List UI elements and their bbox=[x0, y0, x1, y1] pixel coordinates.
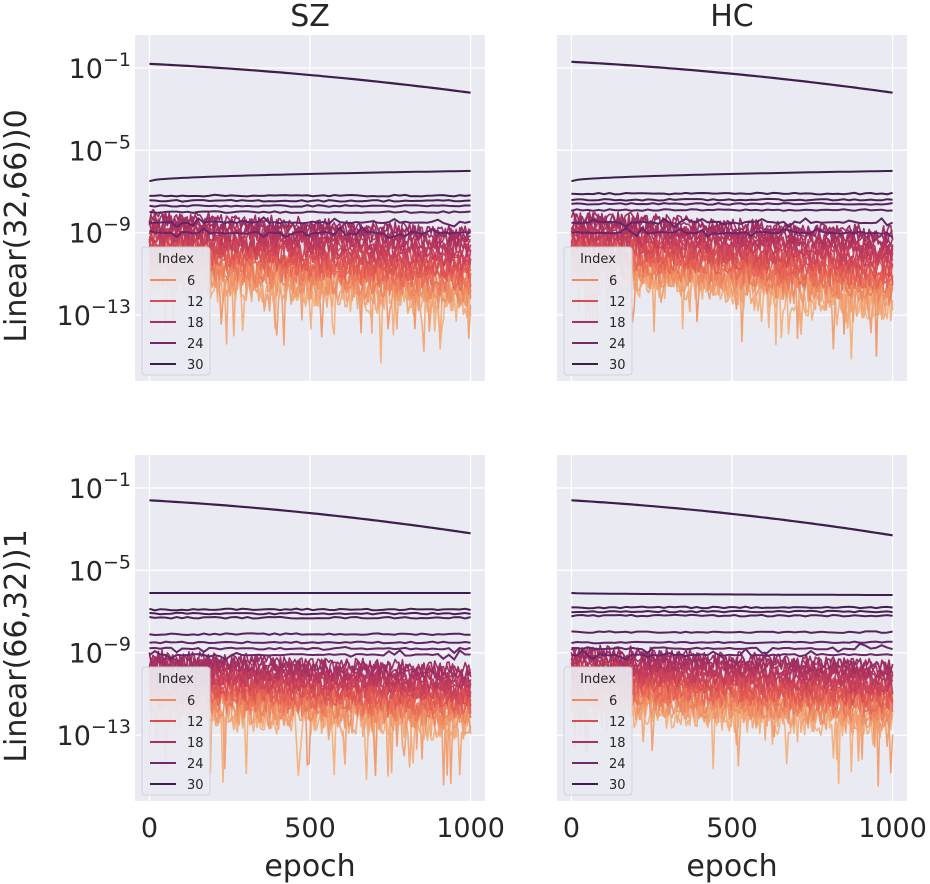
series-line-index-20 bbox=[148, 652, 472, 679]
y-tick-label: 10−1 bbox=[69, 469, 131, 505]
series-line-index-31 bbox=[571, 499, 893, 537]
series-line-index-24 bbox=[149, 204, 471, 208]
series-line-index-21 bbox=[148, 649, 472, 676]
legend-label-12: 12 bbox=[187, 295, 204, 310]
series-line-index-31 bbox=[571, 60, 893, 94]
legend: Index 6 12 18 24 30 bbox=[141, 666, 211, 796]
legend-label-24: 24 bbox=[609, 757, 626, 772]
legend-label-24: 24 bbox=[609, 337, 626, 352]
series-line-index-23 bbox=[149, 611, 471, 616]
series-line-index-26 bbox=[571, 216, 894, 229]
y-tick-label: 10−13 bbox=[57, 716, 131, 752]
y-tick-label: 10−5 bbox=[69, 551, 131, 587]
legend-title: Index bbox=[580, 252, 616, 267]
series-line-index-23 bbox=[149, 198, 471, 203]
legend-label-30: 30 bbox=[187, 358, 204, 373]
legend: Index 6 12 18 24 30 bbox=[141, 246, 211, 376]
series-line-index-31 bbox=[149, 499, 471, 535]
series-line-index-22 bbox=[149, 607, 471, 612]
panel-SZ-layer1: 10−1 10−5 10−9 10−13 0 500 1000 epoch Linear(66,… bbox=[0, 455, 505, 884]
series-line-index-31 bbox=[149, 62, 471, 94]
legend-title: Index bbox=[158, 252, 194, 267]
legend-label-12: 12 bbox=[609, 295, 626, 310]
series-line-index-28 bbox=[571, 647, 893, 661]
x-axis-label: epoch bbox=[264, 849, 355, 884]
column-title-HC: HC bbox=[710, 0, 754, 34]
panel-SZ-layer0: 10−1 10−5 10−9 10−13 SZ Linear(32,66))0 Index 6… bbox=[0, 0, 485, 381]
y-tick-label: 10−9 bbox=[69, 214, 131, 250]
x-tick-label: 1000 bbox=[858, 813, 927, 844]
series-line-index-25 bbox=[149, 632, 471, 637]
series-line-index-22 bbox=[571, 191, 893, 196]
x-axis-label: epoch bbox=[686, 849, 777, 884]
series-line-index-23 bbox=[571, 609, 893, 614]
column-title-SZ: SZ bbox=[290, 0, 330, 34]
series-line-index-23 bbox=[571, 197, 893, 202]
y-tick-label: 10−1 bbox=[69, 49, 131, 85]
series-line-index-27 bbox=[149, 225, 471, 240]
legend-title: Index bbox=[158, 672, 194, 687]
legend: Index 6 12 18 24 30 bbox=[563, 666, 633, 796]
legend-label-30: 30 bbox=[187, 778, 204, 793]
x-tick-label: 0 bbox=[141, 813, 158, 844]
panel-HC-layer1: 0 500 1000 epoch Index 6 12 18 24 30 bbox=[557, 455, 927, 884]
legend-label-12: 12 bbox=[187, 715, 204, 730]
series-line-index-27 bbox=[571, 226, 894, 239]
legend-label-18: 18 bbox=[187, 316, 204, 331]
series-line-index-21 bbox=[570, 644, 894, 673]
legend-title: Index bbox=[580, 672, 616, 687]
panel-HC-layer0: HC Index 6 12 18 24 30 bbox=[557, 0, 907, 381]
series-line-index-22 bbox=[149, 193, 471, 198]
series-line-index-24 bbox=[571, 202, 893, 206]
y-tick-label: 10−5 bbox=[69, 131, 131, 167]
legend-label-6: 6 bbox=[187, 694, 195, 709]
legend-label-18: 18 bbox=[187, 736, 204, 751]
series-line-index-15 bbox=[570, 224, 894, 264]
legend-label-12: 12 bbox=[609, 715, 626, 730]
series-line-index-30 bbox=[571, 592, 893, 596]
series-line-index-30 bbox=[571, 169, 893, 183]
legend-label-24: 24 bbox=[187, 757, 204, 772]
series-line-index-30 bbox=[149, 169, 471, 183]
legend-label-6: 6 bbox=[609, 694, 617, 709]
legend-label-6: 6 bbox=[187, 274, 195, 289]
series-line-index-27 bbox=[571, 642, 893, 655]
legend-label-18: 18 bbox=[609, 736, 626, 751]
legend-label-18: 18 bbox=[609, 316, 626, 331]
x-tick-label: 0 bbox=[563, 813, 580, 844]
series-line-index-26 bbox=[149, 216, 471, 228]
series-line-index-24 bbox=[149, 615, 471, 620]
legend-label-30: 30 bbox=[609, 358, 626, 373]
legend-label-24: 24 bbox=[187, 337, 204, 352]
x-tick-label: 1000 bbox=[436, 813, 505, 844]
y-tick-label: 10−9 bbox=[69, 634, 131, 670]
legend-label-30: 30 bbox=[609, 778, 626, 793]
series-line-index-25 bbox=[571, 630, 893, 634]
y-tick-label: 10−13 bbox=[57, 296, 131, 332]
row-label: Linear(66,32))1 bbox=[0, 529, 34, 762]
x-tick-label: 500 bbox=[284, 813, 336, 844]
series-line-index-26 bbox=[149, 640, 471, 645]
series-line-index-25 bbox=[571, 208, 893, 212]
series-line-index-22 bbox=[571, 605, 893, 610]
series-line-index-28 bbox=[148, 648, 471, 662]
series-line-index-26 bbox=[571, 640, 893, 645]
series-line-index-21 bbox=[148, 208, 472, 240]
series-line-index-25 bbox=[149, 210, 471, 214]
x-tick-label: 500 bbox=[706, 813, 758, 844]
row-label: Linear(32,66))0 bbox=[0, 109, 34, 342]
series-line-index-24 bbox=[571, 613, 893, 618]
series-line-index-27 bbox=[149, 645, 471, 655]
legend: Index 6 12 18 24 30 bbox=[563, 246, 633, 376]
legend-label-6: 6 bbox=[609, 274, 617, 289]
